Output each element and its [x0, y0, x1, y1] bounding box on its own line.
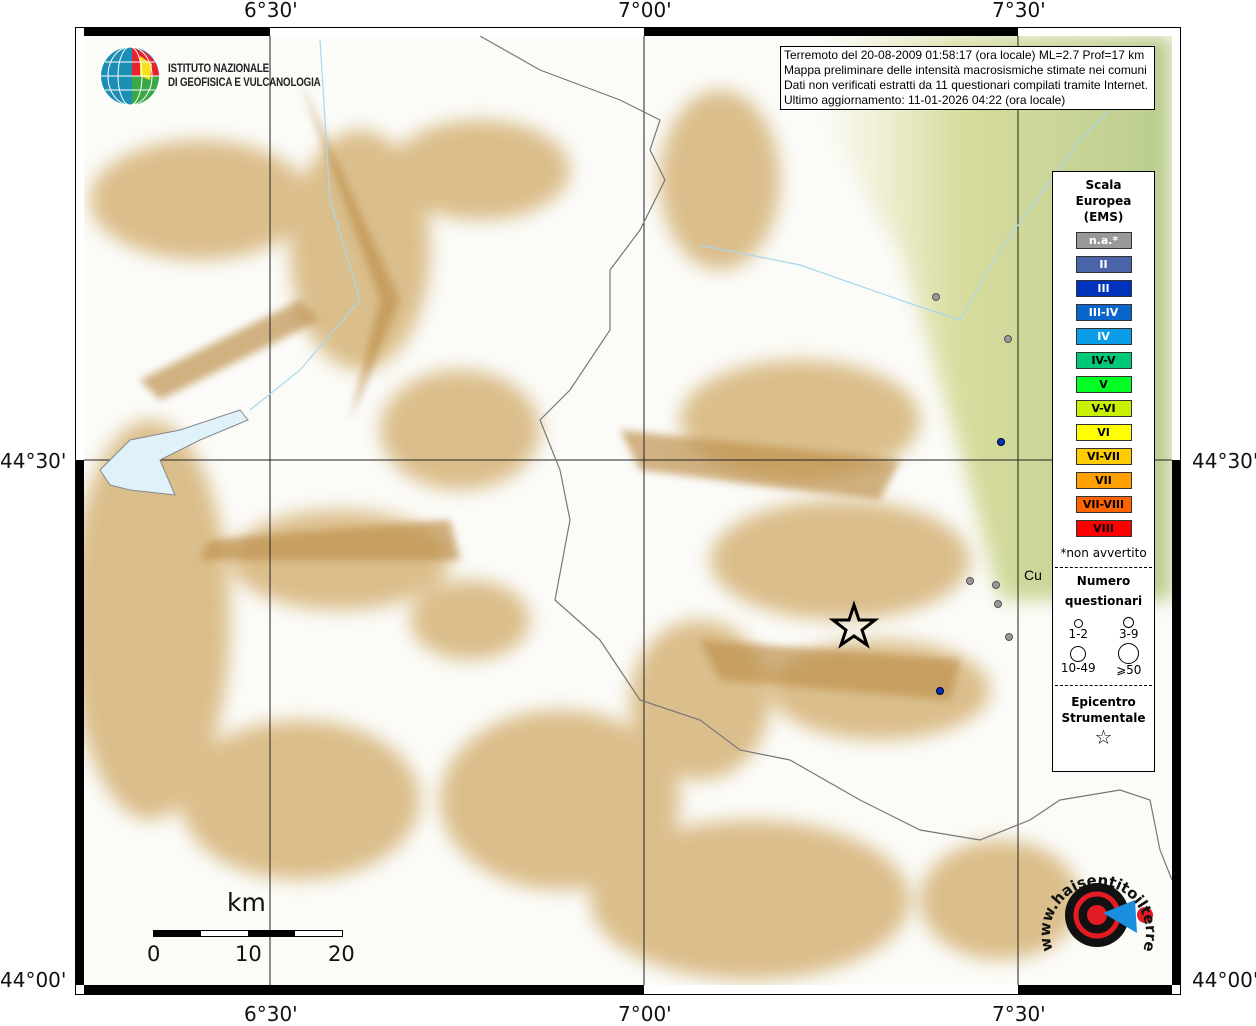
town-label: Cu [1024, 567, 1042, 583]
questionnaire-range: 3-9 [1118, 627, 1139, 641]
scale-tick: 0 [147, 942, 161, 966]
intensity-point [994, 600, 1002, 608]
lon-label-bottom: 6°30' [244, 1002, 298, 1026]
questionnaire-range: ⩾50 [1116, 663, 1142, 677]
intensity-point [936, 687, 944, 695]
intensity-swatch: VII-VIII [1075, 496, 1132, 513]
event-info-line: Ultimo aggiornamento: 11-01-2026 04:22 (… [784, 93, 1066, 107]
frame-tick [1172, 460, 1181, 985]
frame-tick [84, 28, 270, 36]
legend-divider [1055, 685, 1152, 686]
lon-label-top: 7°30' [992, 0, 1046, 22]
national-border [479, 36, 1172, 881]
event-info-line: Dati non verificati estratti da 11 quest… [784, 78, 1148, 92]
ingv-name-line1: ISTITUTO NAZIONALE [168, 63, 270, 75]
lat-label-right: 44°00' [1192, 968, 1256, 992]
intensity-swatch: IV [1075, 328, 1132, 345]
frame-tick [76, 460, 84, 985]
intensity-swatch: n.a.* [1075, 232, 1132, 249]
haisentito-logo: www.haisentitoilterremoto.it [1035, 855, 1160, 954]
questionnaires-title: questionari [1064, 594, 1143, 608]
intensity-swatch: V [1075, 376, 1132, 393]
circle-xlarge-icon [1118, 643, 1140, 664]
epicenter-star-icon [828, 600, 880, 649]
epicenter-title: Epicentro [1071, 695, 1136, 709]
legend-divider [1055, 567, 1152, 568]
intensity-swatch: III [1075, 280, 1132, 297]
star-icon: ☆ [1094, 725, 1113, 749]
relief-layer [84, 36, 1172, 985]
lat-label-left: 44°30' [0, 449, 67, 473]
questionnaire-range: 1-2 [1068, 627, 1089, 641]
lon-label-bottom: 7°00' [618, 1002, 672, 1026]
intensity-swatch: IV-V [1075, 352, 1132, 369]
frame-tick [270, 985, 644, 995]
epicenter-title: Strumentale [1061, 711, 1146, 725]
intensity-point [932, 293, 940, 301]
lat-label-left: 44°00' [0, 968, 67, 992]
lat-label-right: 44°30' [1192, 449, 1256, 473]
intensity-points [932, 293, 1013, 695]
lon-label-top: 6°30' [244, 0, 298, 22]
scale-tick: 20 [328, 942, 355, 966]
frame-tick [1018, 985, 1172, 995]
intensity-swatch: VI-VII [1075, 448, 1132, 465]
intensity-swatch: VII [1075, 472, 1132, 489]
scale-unit: km [227, 888, 266, 917]
intensity-point [997, 438, 1005, 446]
questionnaires-title: Numero [1076, 574, 1131, 588]
circle-small-icon [1073, 619, 1083, 628]
legend: Scala Europea (EMS) n.a.* II III III-IV IV IV… [1052, 171, 1155, 772]
graticule [84, 36, 1172, 985]
circle-large-icon [1070, 646, 1087, 662]
intensity-swatch: VIII [1075, 520, 1132, 537]
scale-bar: km 0 10 20 [147, 888, 357, 968]
questionnaire-range: 10-49 [1060, 661, 1096, 675]
intensity-point [1004, 335, 1012, 343]
intensity-point [992, 581, 1000, 589]
lon-label-top: 7°00' [618, 0, 672, 22]
intensity-swatch: III-IV [1075, 304, 1132, 321]
event-info-line: Mappa preliminare delle intensità macros… [784, 63, 1147, 77]
event-info-line: Terremoto del 20-08-2009 01:58:17 (ora l… [784, 48, 1145, 62]
legend-title: Europea [1075, 194, 1132, 208]
map-canvas[interactable] [84, 36, 1172, 985]
scale-tick: 10 [235, 942, 262, 966]
frame-tick [84, 985, 270, 995]
ingv-name-line2: DI GEOFISICA E VULCANOLOGIA [168, 77, 321, 89]
intensity-swatch: V-VI [1075, 400, 1132, 417]
legend-title: (EMS) [1083, 210, 1124, 224]
lake [99, 409, 249, 496]
intensity-scale: n.a.* II III III-IV IV IV-V V V-VI VI VI-VII VII VI… [1053, 232, 1154, 537]
intensity-point [1005, 633, 1013, 641]
event-info-box: Terremoto del 20-08-2009 01:58:17 (ora l… [780, 46, 1155, 110]
intensity-point [966, 577, 974, 585]
ingv-logo: ISTITUTO NAZIONALE DI GEOFISICA E VULCAN… [100, 46, 347, 106]
circle-medium-icon [1123, 617, 1135, 628]
lon-label-bottom: 7°30' [992, 1002, 1046, 1026]
intensity-swatch: II [1075, 256, 1132, 273]
legend-note: *non avvertito [1060, 546, 1147, 560]
legend-title: Scala [1085, 178, 1122, 192]
frame-tick [644, 28, 1018, 36]
intensity-swatch: VI [1075, 424, 1132, 441]
river [249, 39, 1111, 411]
globe-icon [101, 46, 160, 106]
scale-bar-graphic [153, 930, 343, 937]
